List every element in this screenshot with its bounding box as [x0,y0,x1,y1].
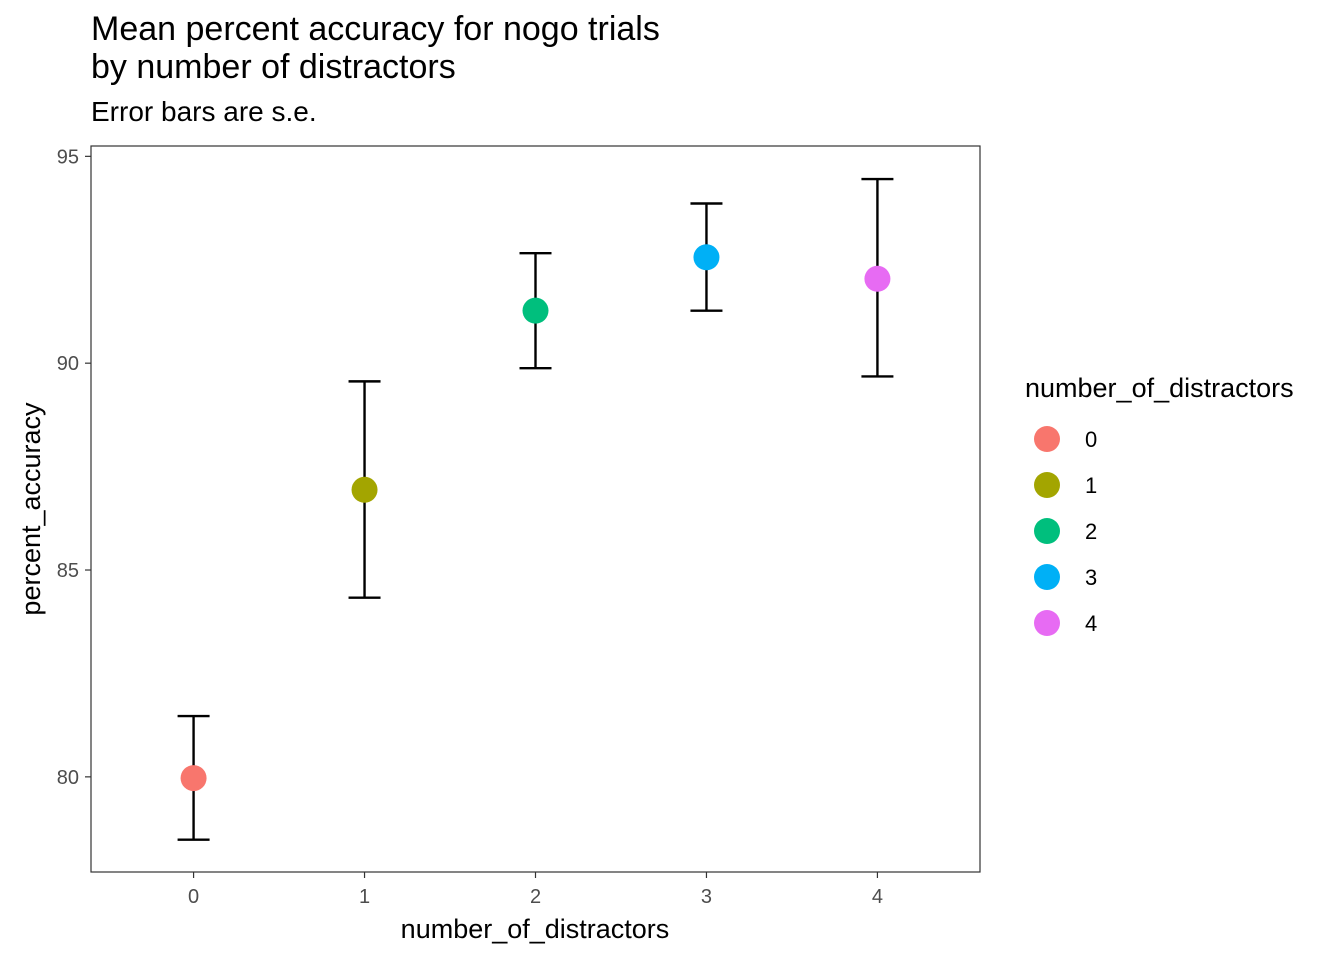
legend-title: number_of_distractors [1025,373,1294,403]
x-tick-label: 4 [872,886,883,908]
y-axis: 80 85 90 95 [57,146,91,789]
legend: number_of_distractors 0 1 2 3 4 [1025,373,1294,636]
legend-key [1034,610,1060,636]
chart-title: Mean percent accuracy for nogo trials by… [91,10,660,86]
x-tick-label: 2 [530,886,541,908]
chart-subtitle: Error bars are s.e. [91,96,317,127]
legend-key [1034,564,1060,590]
legend-label: 3 [1085,565,1097,590]
y-tick-label: 90 [57,353,79,375]
x-tick-label: 1 [359,886,370,908]
data-point [180,765,207,792]
legend-key [1034,472,1060,498]
legend-label: 4 [1085,611,1097,636]
legend-label: 2 [1085,519,1097,544]
x-tick-label: 3 [701,886,712,908]
data-point [351,476,378,503]
y-tick-label: 95 [57,146,79,168]
error-bars [177,177,894,841]
legend-label: 0 [1085,427,1097,452]
y-axis-title: percent_accuracy [16,402,46,616]
data-points [180,244,891,792]
data-point [864,265,891,292]
data-point [522,297,549,324]
x-tick-label: 0 [188,886,199,908]
legend-key [1034,518,1060,544]
legend-label: 1 [1085,473,1097,498]
x-axis: 0 1 2 3 4 [188,872,883,908]
legend-key [1034,426,1060,452]
data-point [693,244,720,271]
y-tick-label: 85 [57,560,79,582]
x-axis-title: number_of_distractors [401,914,670,944]
y-tick-label: 80 [57,767,79,789]
